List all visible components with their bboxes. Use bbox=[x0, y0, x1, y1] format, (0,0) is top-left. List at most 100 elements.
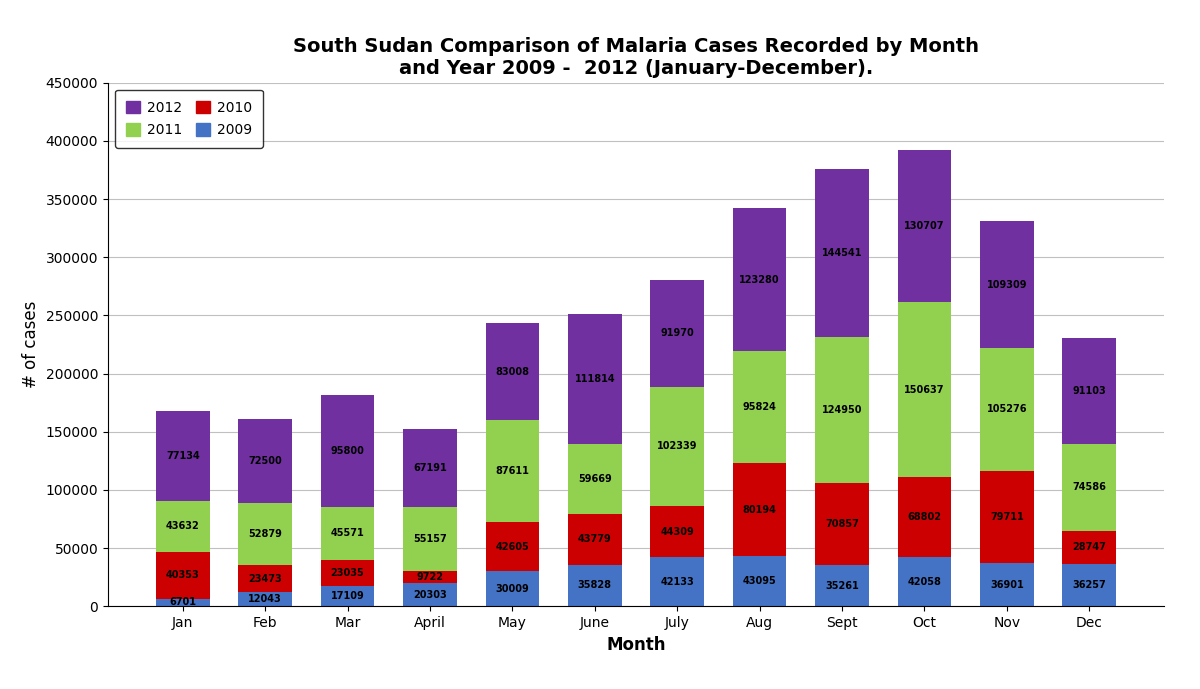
Text: 12043: 12043 bbox=[248, 595, 282, 604]
Text: 87611: 87611 bbox=[496, 466, 529, 476]
Text: 79711: 79711 bbox=[990, 512, 1024, 522]
Text: 28747: 28747 bbox=[1073, 542, 1106, 553]
X-axis label: Month: Month bbox=[606, 635, 666, 654]
Text: 30009: 30009 bbox=[496, 584, 529, 594]
Bar bbox=[733, 463, 786, 556]
Text: 83008: 83008 bbox=[496, 367, 529, 377]
Text: 36257: 36257 bbox=[1073, 580, 1106, 590]
Bar bbox=[733, 556, 786, 606]
Bar bbox=[568, 444, 622, 514]
Text: 40353: 40353 bbox=[166, 570, 199, 580]
Text: 80194: 80194 bbox=[743, 504, 776, 515]
Bar bbox=[239, 419, 292, 504]
Bar bbox=[980, 221, 1033, 348]
Text: 35828: 35828 bbox=[577, 580, 612, 590]
Text: 77134: 77134 bbox=[166, 451, 199, 461]
Text: 95800: 95800 bbox=[331, 446, 365, 456]
Text: 123280: 123280 bbox=[739, 275, 780, 285]
Bar bbox=[1062, 531, 1116, 564]
Text: 42133: 42133 bbox=[660, 577, 694, 587]
Text: 36901: 36901 bbox=[990, 580, 1024, 590]
Bar bbox=[650, 506, 704, 557]
Text: 67191: 67191 bbox=[413, 463, 446, 473]
Bar bbox=[815, 565, 869, 606]
Bar bbox=[403, 583, 457, 606]
Text: 20303: 20303 bbox=[413, 590, 446, 599]
Bar bbox=[239, 565, 292, 593]
Bar bbox=[156, 411, 210, 501]
Bar bbox=[980, 348, 1033, 471]
Text: 91970: 91970 bbox=[660, 328, 694, 338]
Text: 72500: 72500 bbox=[248, 456, 282, 466]
Bar bbox=[898, 557, 952, 606]
Bar bbox=[320, 395, 374, 506]
Y-axis label: # of cases: # of cases bbox=[22, 301, 40, 388]
Text: 43095: 43095 bbox=[743, 576, 776, 586]
Text: 23035: 23035 bbox=[331, 568, 365, 578]
Bar bbox=[815, 483, 869, 565]
Text: 144541: 144541 bbox=[822, 248, 863, 258]
Bar bbox=[980, 471, 1033, 564]
Text: 70857: 70857 bbox=[826, 519, 859, 529]
Bar bbox=[650, 557, 704, 606]
Bar bbox=[403, 507, 457, 571]
Text: 52879: 52879 bbox=[248, 529, 282, 539]
Text: 74586: 74586 bbox=[1073, 482, 1106, 492]
Bar bbox=[733, 351, 786, 463]
Bar bbox=[156, 599, 210, 606]
Bar bbox=[486, 522, 539, 571]
Text: 42605: 42605 bbox=[496, 542, 529, 552]
Bar bbox=[156, 501, 210, 552]
Bar bbox=[898, 150, 952, 302]
Text: 68802: 68802 bbox=[907, 513, 942, 522]
Bar bbox=[320, 506, 374, 559]
Text: 102339: 102339 bbox=[656, 441, 697, 451]
Bar bbox=[568, 564, 622, 606]
Bar bbox=[650, 280, 704, 387]
Bar bbox=[403, 571, 457, 583]
Bar bbox=[568, 314, 622, 444]
Text: 91103: 91103 bbox=[1073, 386, 1106, 396]
Bar bbox=[156, 552, 210, 599]
Text: 43779: 43779 bbox=[578, 534, 612, 544]
Text: 105276: 105276 bbox=[986, 404, 1027, 414]
Bar bbox=[733, 208, 786, 351]
Bar bbox=[486, 323, 539, 420]
Bar bbox=[568, 514, 622, 564]
Text: 9722: 9722 bbox=[416, 572, 444, 582]
Bar bbox=[980, 564, 1033, 606]
Text: 17109: 17109 bbox=[331, 591, 365, 601]
Text: 124950: 124950 bbox=[822, 405, 863, 415]
Bar bbox=[486, 420, 539, 522]
Text: 150637: 150637 bbox=[904, 384, 944, 395]
Text: 42058: 42058 bbox=[907, 577, 941, 587]
Bar bbox=[1062, 338, 1116, 444]
Bar bbox=[320, 559, 374, 586]
Legend: 2012, 2011, 2010, 2009: 2012, 2011, 2010, 2009 bbox=[115, 90, 263, 148]
Bar bbox=[403, 429, 457, 507]
Text: 111814: 111814 bbox=[575, 374, 616, 384]
Text: 95824: 95824 bbox=[743, 402, 776, 412]
Bar bbox=[1062, 444, 1116, 531]
Text: 109309: 109309 bbox=[986, 280, 1027, 289]
Bar bbox=[1062, 564, 1116, 606]
Text: 130707: 130707 bbox=[904, 221, 944, 231]
Bar bbox=[239, 504, 292, 565]
Text: 43632: 43632 bbox=[166, 521, 199, 531]
Bar bbox=[486, 571, 539, 606]
Bar bbox=[320, 586, 374, 606]
Text: 44309: 44309 bbox=[660, 526, 694, 537]
Text: 55157: 55157 bbox=[413, 534, 446, 544]
Title: South Sudan Comparison of Malaria Cases Recorded by Month
and Year 2009 -  2012 : South Sudan Comparison of Malaria Cases … bbox=[293, 37, 979, 79]
Bar bbox=[898, 477, 952, 557]
Bar bbox=[239, 593, 292, 606]
Text: 23473: 23473 bbox=[248, 574, 282, 584]
Bar bbox=[815, 338, 869, 483]
Text: 35261: 35261 bbox=[826, 581, 859, 590]
Bar bbox=[898, 302, 952, 477]
Bar bbox=[650, 387, 704, 506]
Text: 6701: 6701 bbox=[169, 597, 197, 608]
Text: 59669: 59669 bbox=[578, 474, 612, 484]
Text: 45571: 45571 bbox=[331, 528, 365, 538]
Bar bbox=[815, 169, 869, 338]
